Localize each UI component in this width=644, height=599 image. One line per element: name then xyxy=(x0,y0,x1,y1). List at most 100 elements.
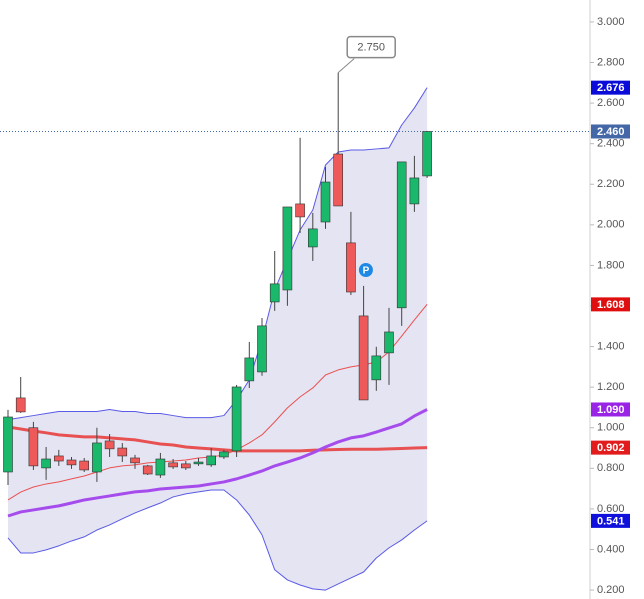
candle-body xyxy=(66,459,77,466)
candle-body xyxy=(206,455,216,466)
candle xyxy=(257,317,267,376)
candle-body xyxy=(422,131,432,177)
candle xyxy=(244,341,255,388)
indicator-line xyxy=(7,489,428,591)
candle-body xyxy=(371,355,382,381)
candle-body xyxy=(3,416,13,473)
candle xyxy=(396,161,407,326)
candle-body xyxy=(193,461,204,465)
indicator-line xyxy=(7,304,428,501)
candle xyxy=(3,409,13,485)
candle-body xyxy=(244,357,255,382)
y-tick-label: 2.600 xyxy=(597,97,625,109)
candle xyxy=(422,130,432,178)
y-tick-label: 2.200 xyxy=(597,178,625,190)
price-label-box xyxy=(591,402,630,417)
candle-body xyxy=(333,153,344,207)
candle xyxy=(193,457,204,466)
candle-body xyxy=(307,228,318,248)
price-label-box xyxy=(591,440,630,455)
candle xyxy=(79,457,89,472)
candle-body xyxy=(92,442,102,473)
marker-label: P xyxy=(363,266,370,277)
candle-body xyxy=(320,181,331,223)
y-tick-label: 0.400 xyxy=(597,543,625,555)
candle xyxy=(333,72,344,207)
candle xyxy=(409,155,420,212)
candle-body xyxy=(155,458,166,476)
y-tick-label: 0.600 xyxy=(597,503,625,515)
candle-body xyxy=(28,427,39,467)
y-tick-label: 2.000 xyxy=(597,219,625,231)
price-label: 0.902 xyxy=(597,442,625,454)
y-tick-label: 1.800 xyxy=(597,259,625,271)
y-tick-label: 3.000 xyxy=(597,16,625,28)
candle xyxy=(371,346,382,391)
candle xyxy=(104,434,115,457)
candle-body xyxy=(181,463,191,469)
y-tick-label: 1.000 xyxy=(597,422,625,434)
candle-body xyxy=(282,206,293,291)
candle-body xyxy=(41,458,51,469)
candle xyxy=(384,307,394,385)
y-tick-label: 1.200 xyxy=(597,381,625,393)
candle-body xyxy=(79,460,89,471)
candle xyxy=(92,427,102,482)
candle xyxy=(206,448,216,467)
candle-body xyxy=(396,161,407,309)
annotation-label: 2.750 xyxy=(357,42,385,54)
y-tick-label: 0.800 xyxy=(597,462,625,474)
candle xyxy=(168,458,178,469)
y-tick-label: 2.400 xyxy=(597,138,625,150)
candle xyxy=(130,454,140,469)
candle xyxy=(117,442,128,463)
indicator-line xyxy=(7,408,428,518)
candle xyxy=(282,206,293,306)
candle xyxy=(15,377,26,413)
y-tick-label: 2.800 xyxy=(597,56,625,68)
candle xyxy=(41,447,51,480)
candle-body xyxy=(257,325,267,373)
candle-body xyxy=(269,283,280,303)
candle-body xyxy=(117,447,128,457)
candle-body xyxy=(384,331,394,354)
price-label: 1.608 xyxy=(597,299,625,311)
candle xyxy=(269,251,280,311)
candle-body xyxy=(358,315,369,401)
candle xyxy=(155,452,166,478)
y-tick-label: 1.400 xyxy=(597,340,625,352)
annotation-box xyxy=(346,35,396,59)
candle xyxy=(320,166,331,229)
annotation-pointer xyxy=(337,58,355,74)
indicator-line xyxy=(7,425,428,453)
candle xyxy=(181,461,191,470)
y-tick-label: 0.200 xyxy=(597,584,625,596)
price-label-box xyxy=(591,124,630,139)
candle xyxy=(346,211,356,296)
candle-body xyxy=(168,462,178,468)
candle-body xyxy=(409,177,420,205)
candle-body xyxy=(231,386,242,452)
marker-icon xyxy=(358,263,373,277)
candle xyxy=(28,421,39,470)
price-label: 1.090 xyxy=(597,404,625,416)
candle-body xyxy=(15,397,26,413)
candle-body xyxy=(142,465,153,475)
candle-body xyxy=(346,242,356,293)
candle xyxy=(358,285,369,401)
price-label-box xyxy=(591,80,630,95)
price-label: 2.460 xyxy=(597,126,625,138)
candle xyxy=(142,464,153,476)
price-label-box xyxy=(591,297,630,312)
candle xyxy=(307,212,318,261)
candle-body xyxy=(219,451,229,458)
candle-body xyxy=(104,440,115,450)
candle xyxy=(295,137,305,233)
price-label: 2.676 xyxy=(597,82,625,94)
candle xyxy=(53,449,64,466)
candle-body xyxy=(53,455,64,462)
candle xyxy=(219,449,229,459)
candle xyxy=(66,456,77,469)
price-label: 0.541 xyxy=(597,515,625,527)
